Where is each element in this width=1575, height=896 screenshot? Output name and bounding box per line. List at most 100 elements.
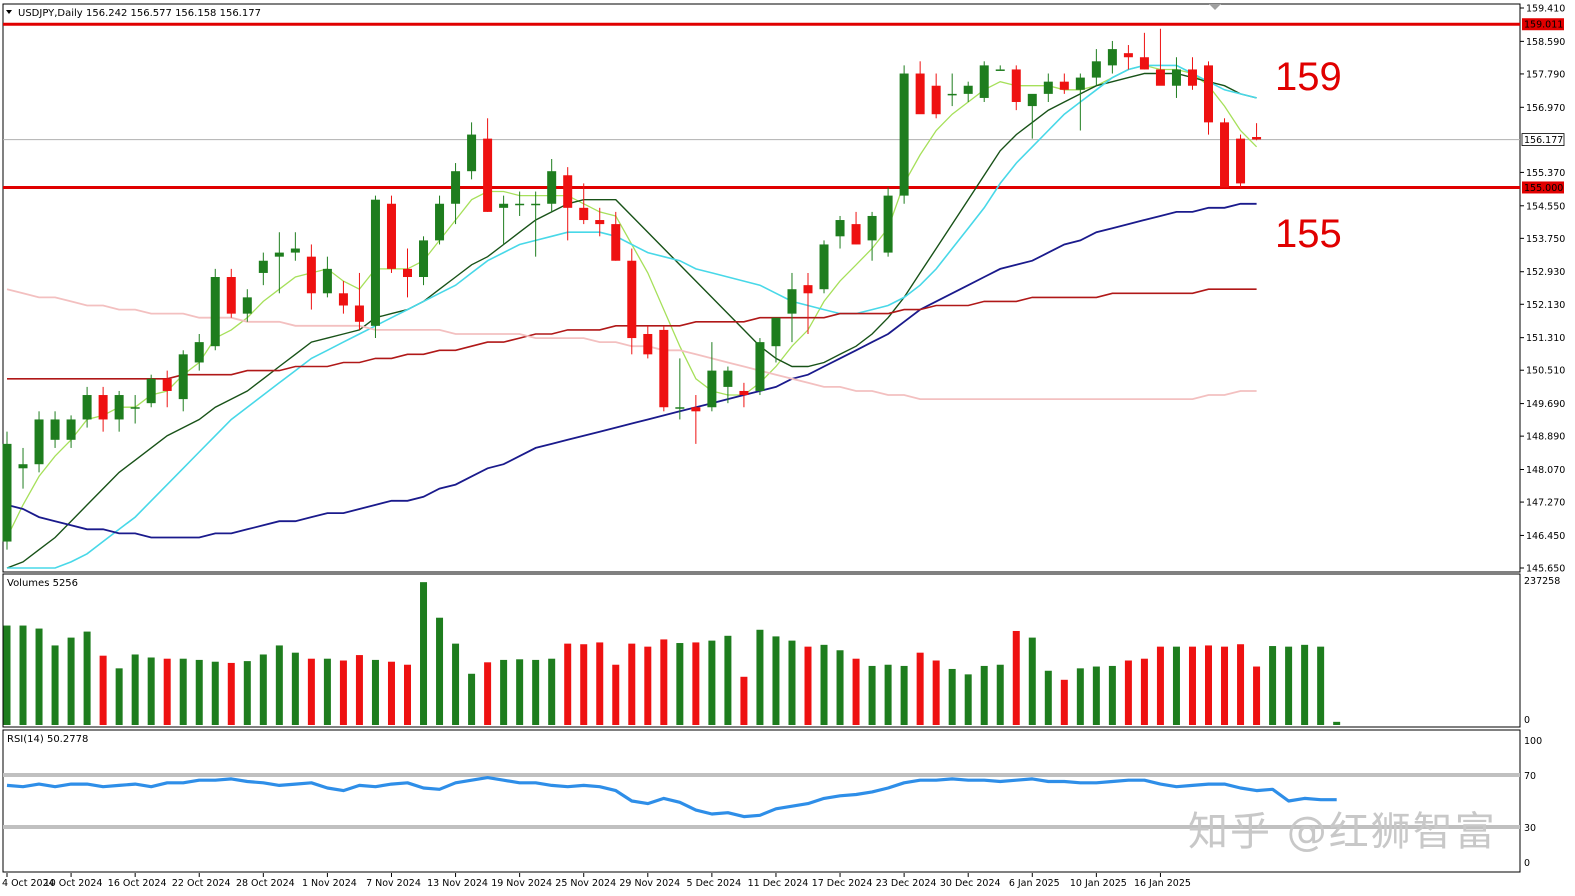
- volume-bar: [996, 664, 1004, 725]
- candle-body: [146, 378, 156, 404]
- candle-body: [1075, 77, 1085, 90]
- candle-body: [1220, 122, 1230, 188]
- rsi-title: RSI(14) 50.2778: [7, 734, 88, 745]
- volume-bars: [3, 582, 1341, 725]
- volume-bar: [371, 659, 379, 725]
- rsi-tick-label: 30: [1524, 823, 1536, 834]
- candle: [1220, 118, 1230, 188]
- candle: [306, 244, 316, 310]
- moving-average-line-ma_cyan: [7, 64, 1257, 569]
- candle: [354, 272, 364, 330]
- candle: [1011, 65, 1021, 111]
- candle: [931, 73, 941, 119]
- candle: [627, 248, 637, 355]
- price-tick-label: 151.310: [1526, 333, 1565, 344]
- price-tick-label: 152.130: [1526, 300, 1565, 311]
- candle-body: [1204, 65, 1213, 123]
- candle: [819, 240, 829, 294]
- volume-bar: [131, 654, 139, 725]
- chart-ohlc-readout: 156.242 156.577 156.158 156.177: [86, 8, 261, 19]
- candle: [1155, 28, 1165, 86]
- volume-bar: [227, 662, 235, 725]
- candle: [483, 118, 493, 212]
- candle-body: [1043, 81, 1053, 94]
- volume-bar: [436, 617, 444, 725]
- candle: [1091, 49, 1101, 86]
- candle: [1236, 134, 1246, 188]
- volume-bar: [3, 625, 11, 725]
- volume-bar: [804, 646, 812, 725]
- candle: [915, 61, 925, 115]
- candle-body: [1107, 49, 1117, 66]
- candle-body: [515, 203, 525, 206]
- volume-bar: [692, 642, 700, 725]
- candle-body: [210, 277, 220, 347]
- candle-body: [1139, 57, 1149, 70]
- candle: [130, 395, 140, 424]
- candle-body: [931, 85, 941, 115]
- candle-body: [771, 317, 781, 347]
- candle: [1027, 93, 1037, 139]
- candle: [370, 195, 380, 339]
- candle: [515, 191, 525, 216]
- candle-body: [867, 215, 877, 241]
- volume-bar: [452, 643, 460, 725]
- volume-bar: [596, 642, 604, 725]
- price-tick-label: 149.690: [1526, 399, 1565, 410]
- volume-bar: [980, 665, 988, 725]
- rsi-panel-frame: [2, 729, 1521, 873]
- candle-body: [242, 297, 252, 314]
- candle-body: [739, 390, 749, 396]
- candle: [2, 431, 12, 550]
- volume-bar: [1092, 666, 1100, 725]
- candle: [1043, 73, 1053, 103]
- candle-body: [1187, 69, 1197, 86]
- volume-bar: [115, 668, 123, 725]
- price-tick-label: 150.510: [1526, 366, 1565, 377]
- volume-bar: [1237, 644, 1245, 725]
- rsi-panel: 100 70 30 0: [3, 736, 1542, 869]
- price-tick-label: 148.890: [1526, 432, 1565, 443]
- volume-bar: [836, 650, 844, 725]
- candle: [947, 73, 957, 107]
- volume-bar: [916, 652, 924, 725]
- date-tick-label: 16 Oct 2024: [108, 878, 167, 889]
- candle: [210, 268, 220, 351]
- candle-body: [787, 289, 797, 314]
- candle: [723, 366, 733, 404]
- candle: [1204, 61, 1213, 135]
- candle: [114, 390, 124, 432]
- price-tick-label: 159.410: [1526, 4, 1565, 15]
- candle-body: [66, 419, 76, 440]
- candle: [803, 272, 813, 334]
- candle: [403, 248, 412, 298]
- candle: [499, 195, 509, 245]
- volume-bar: [1044, 670, 1052, 725]
- volume-bar: [35, 628, 43, 725]
- candle: [739, 382, 749, 408]
- candle: [691, 395, 701, 444]
- candle-body: [899, 73, 909, 196]
- volume-bar: [740, 676, 748, 725]
- date-tick-label: 30 Dec 2024: [940, 878, 1001, 889]
- candle: [611, 211, 621, 261]
- candle: [338, 281, 348, 314]
- volume-top-tick: 237258: [1524, 576, 1560, 587]
- dropdown-arrow-icon[interactable]: [6, 10, 12, 14]
- candle-body: [274, 252, 284, 257]
- candle-body: [691, 407, 701, 412]
- volume-bar: [275, 645, 283, 725]
- volume-bar: [532, 659, 540, 725]
- candle-body: [915, 73, 925, 115]
- moving-average-line-ma_20: [6, 72, 1257, 569]
- rsi-tick-label: 100: [1524, 736, 1542, 747]
- date-tick-label: 29 Nov 2024: [619, 878, 680, 889]
- candle-body: [499, 203, 509, 208]
- candle-body: [354, 305, 364, 322]
- volume-bar: [291, 652, 299, 725]
- volume-bar: [1221, 646, 1229, 725]
- candle-body: [370, 199, 380, 326]
- candle-body: [531, 203, 541, 206]
